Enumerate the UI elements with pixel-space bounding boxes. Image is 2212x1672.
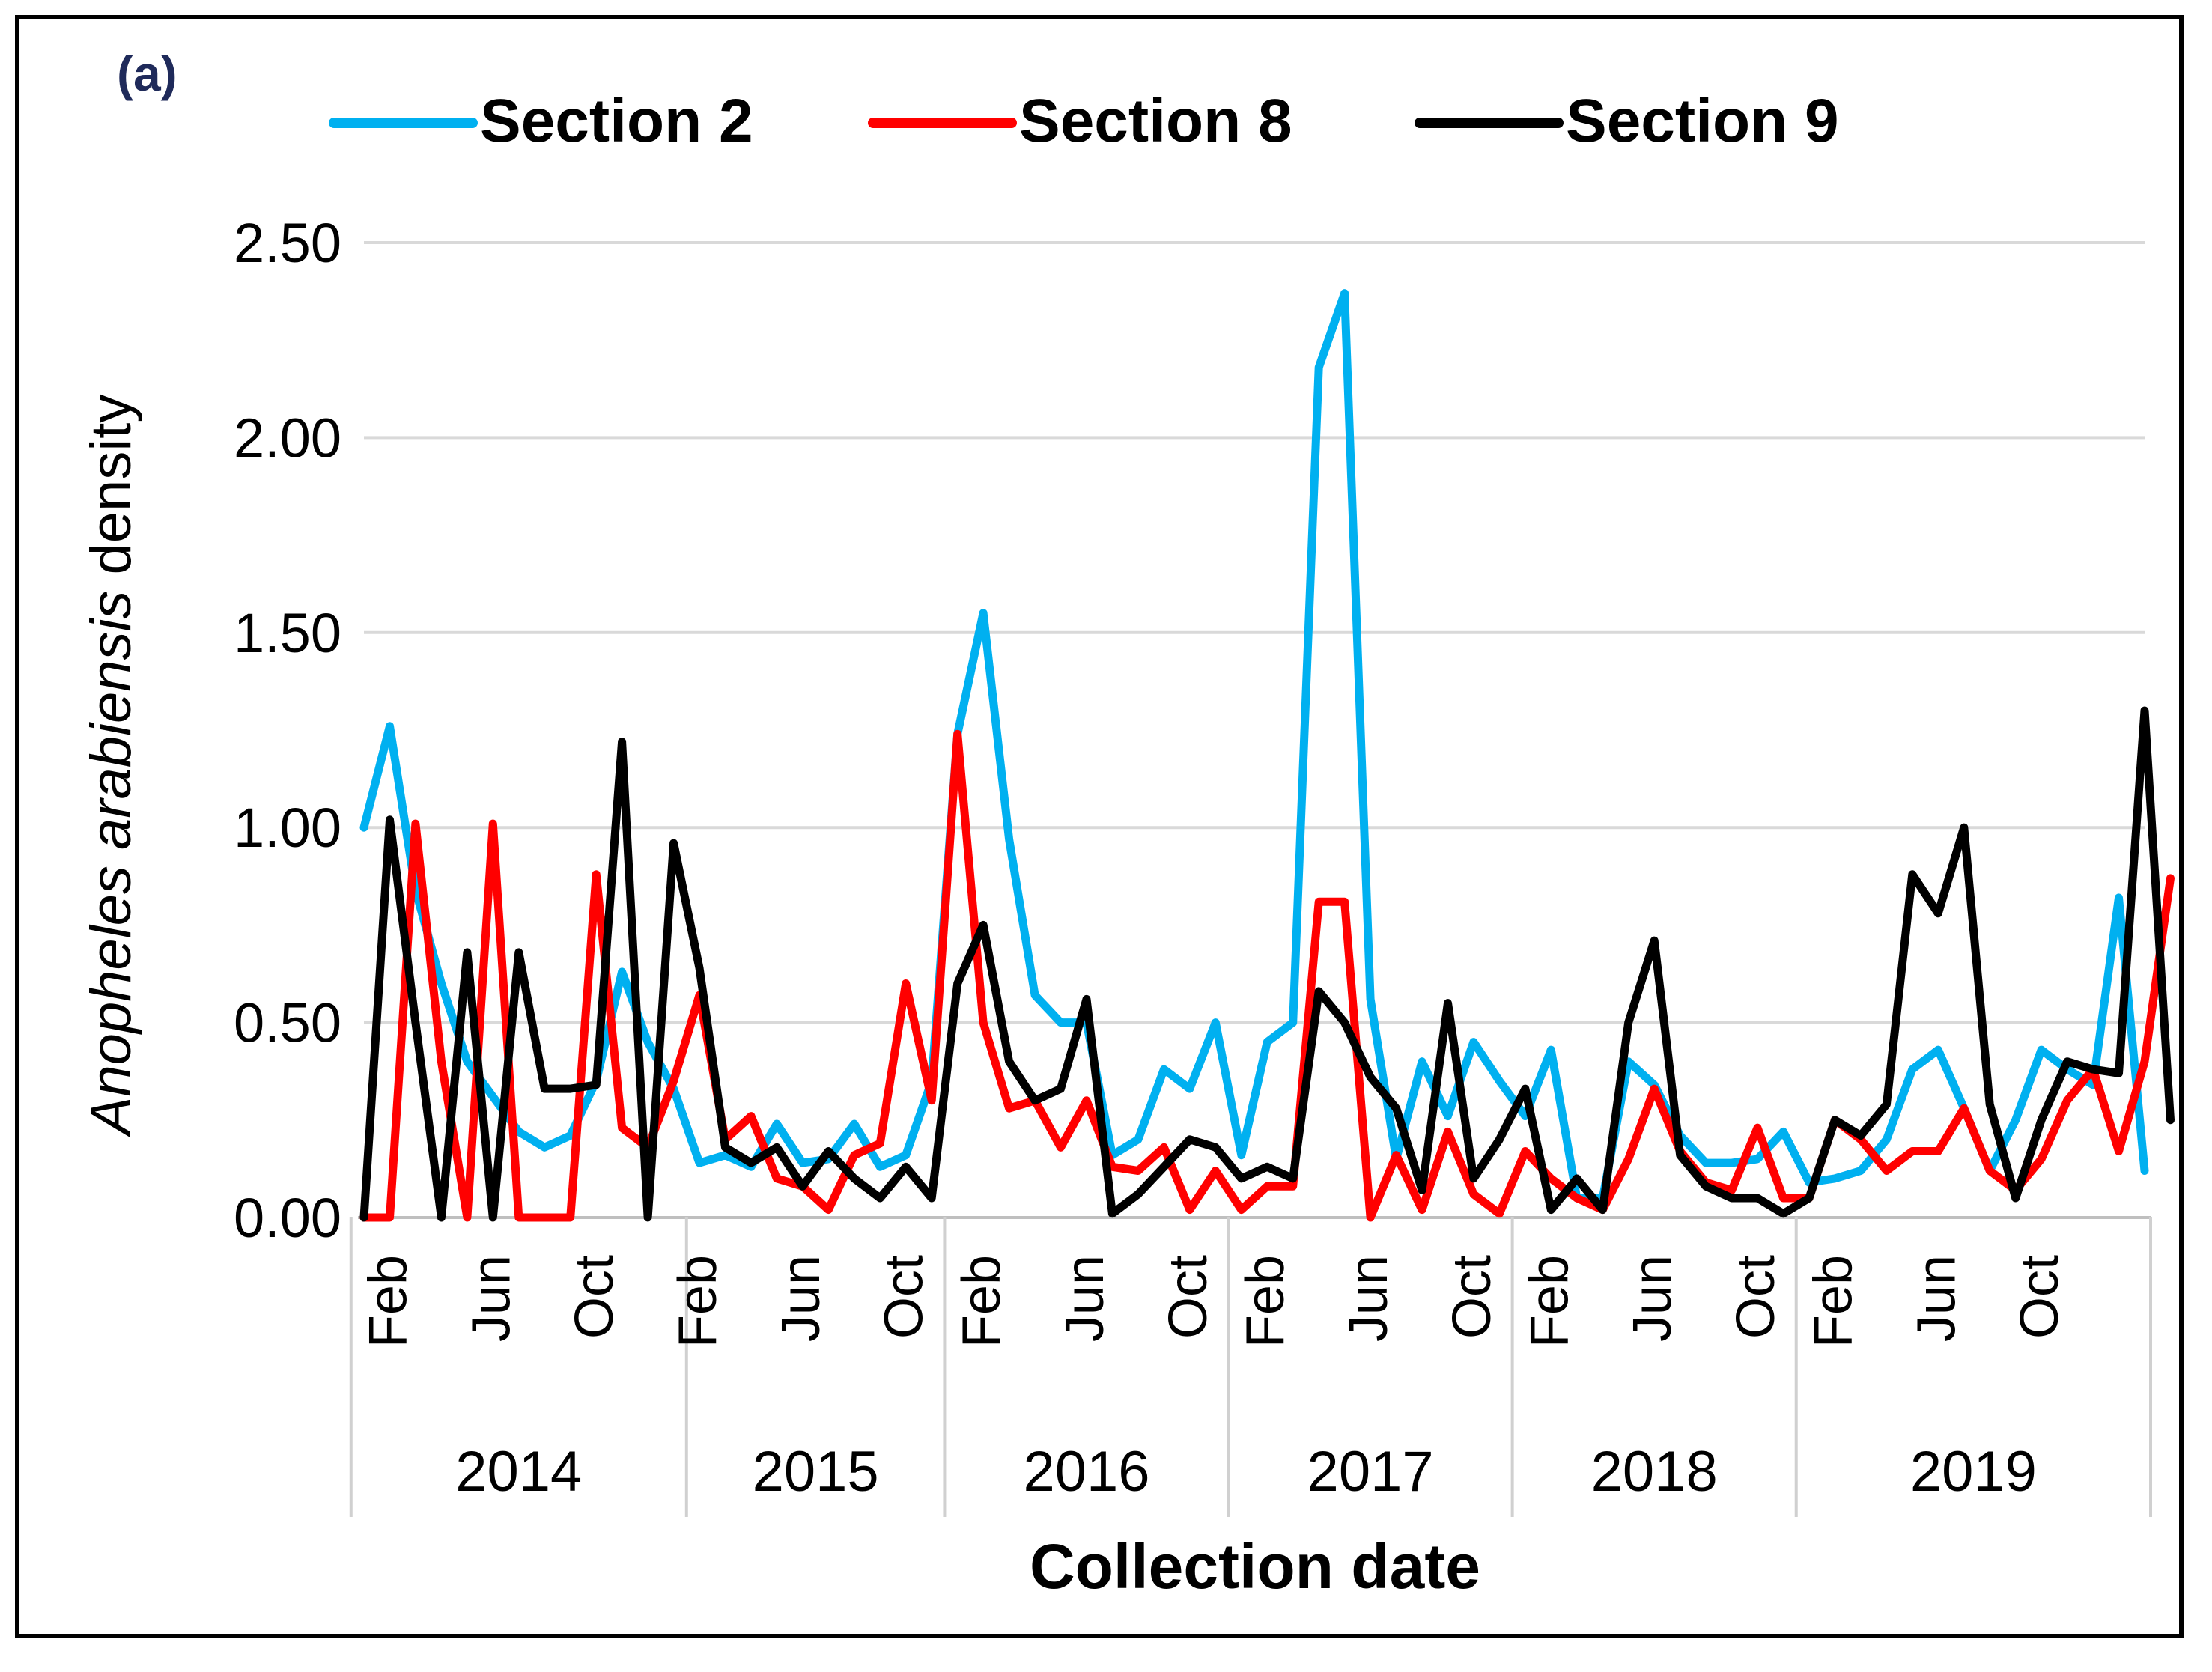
month-tick-label: Oct [565, 1255, 625, 1339]
y-axis-label-italic: Anopheles arabiensis [79, 591, 143, 1138]
month-tick-label: Jun [771, 1255, 831, 1342]
series-line-section-2 [359, 289, 2149, 1203]
month-tick-label: Jun [1906, 1255, 1966, 1342]
year-label: 2018 [1591, 1440, 1718, 1504]
panel-label: (a) [117, 46, 177, 101]
x-axis-label: Collection date [1030, 1531, 1480, 1602]
month-tick-label: Feb [1519, 1255, 1579, 1348]
figure-frame: (a) Section 2 Section 8 Section 9 0.00 0.50… [15, 15, 2184, 1638]
year-label: 2015 [753, 1440, 879, 1504]
line-chart: (a) Section 2 Section 8 Section 9 0.00 0.50… [79, 46, 2175, 1602]
legend: Section 2 Section 8 Section 9 [329, 87, 1839, 155]
series-line-section-9 [359, 706, 2175, 1222]
month-tick-label: Feb [358, 1255, 418, 1348]
year-label: 2014 [455, 1440, 582, 1504]
y-axis: 0.00 0.50 1.00 1.50 2.00 2.50 [234, 212, 341, 1249]
y-tick-label: 1.00 [234, 797, 341, 859]
plot-area [359, 289, 2175, 1222]
month-tick-label: Feb [952, 1255, 1012, 1348]
series-line-section-8 [359, 729, 2175, 1222]
month-tick-label: Oct [1726, 1255, 1786, 1339]
month-tick-label: Jun [1339, 1255, 1399, 1342]
legend-label: Section 9 [1566, 87, 1839, 155]
month-tick-label: Jun [1055, 1255, 1115, 1342]
y-tick-label: 0.00 [234, 1187, 341, 1249]
month-tick-label: Jun [1623, 1255, 1683, 1342]
year-label: 2017 [1307, 1440, 1434, 1504]
y-tick-label: 2.50 [234, 212, 341, 274]
month-tick-label: Feb [1236, 1255, 1295, 1348]
month-tick-label: Oct [1158, 1255, 1218, 1339]
month-tick-label: Feb [1803, 1255, 1863, 1348]
y-tick-label: 0.50 [234, 992, 341, 1054]
month-tick-label: Oct [875, 1255, 935, 1339]
legend-label: Section 2 [480, 87, 753, 155]
y-axis-label-suffix: density [79, 395, 143, 575]
month-tick-label: Oct [1442, 1255, 1502, 1339]
y-tick-label: 1.50 [234, 602, 341, 664]
legend-label: Section 8 [1019, 87, 1292, 155]
year-label: 2016 [1023, 1440, 1149, 1504]
year-label: 2019 [1910, 1440, 2037, 1504]
y-tick-label: 2.00 [234, 407, 341, 469]
month-tick-label: Feb [668, 1255, 728, 1348]
month-tick-label: Oct [2010, 1255, 2070, 1339]
x-axis: 2014 2015 2016 2017 2018 2019 Feb Jun Oct Feb Jun O… [349, 1216, 2152, 1517]
month-tick-label: Jun [461, 1255, 521, 1342]
y-axis-label: Anopheles arabiensis density [79, 395, 143, 1138]
